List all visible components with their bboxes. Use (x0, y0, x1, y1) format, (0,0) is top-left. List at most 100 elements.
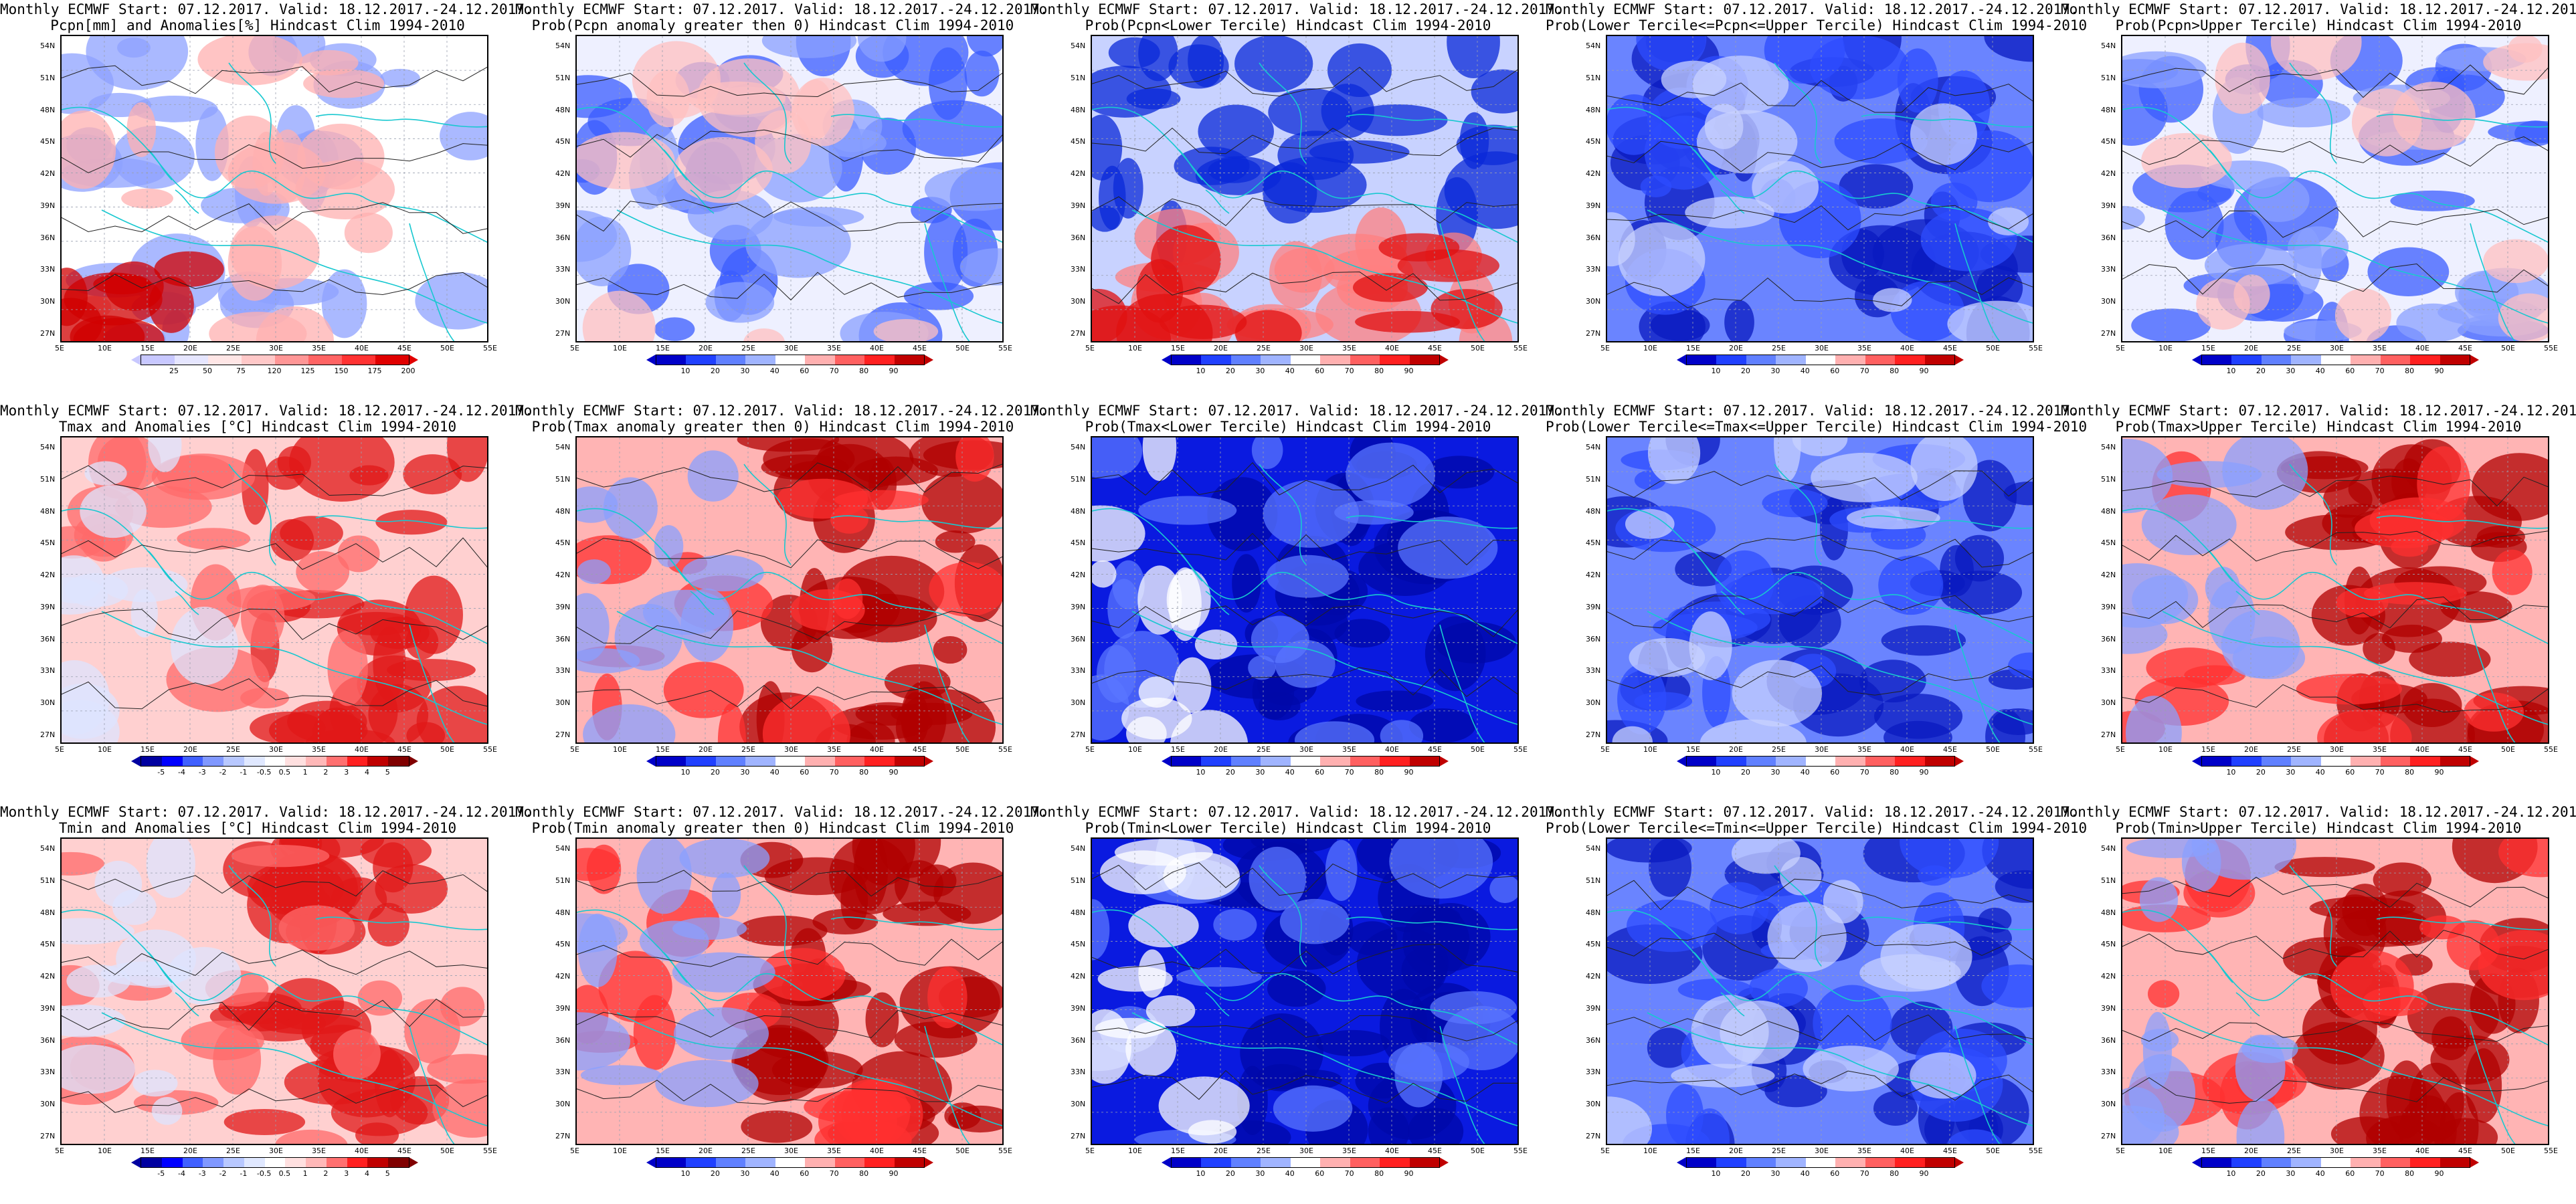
coastline (148, 149, 199, 214)
longitude-label: 55E (483, 745, 497, 754)
colorbar-tick-label: 40 (1285, 1169, 1295, 1178)
colorbar-tick-label: -2 (219, 1169, 227, 1178)
contour-line (62, 537, 487, 570)
coastline (1861, 916, 2033, 930)
field-patch (1279, 898, 1350, 944)
latitude-label: 48N (1586, 908, 1601, 917)
colorbar-segment (1716, 355, 1746, 365)
field-patch (2446, 920, 2500, 971)
colorbar-segment (375, 355, 409, 365)
colorbar-tick-label: 60 (1830, 367, 1840, 375)
colorbar-ticks: 10 20 30 40 60 70 80 90 (1686, 768, 1954, 777)
coastline (1178, 149, 1230, 214)
longitude-label: 25E (1257, 745, 1271, 754)
colorbar-tick-label: 10 (1711, 367, 1721, 375)
colorbar-segment (264, 1158, 286, 1167)
colorbar-segment (864, 1158, 895, 1167)
field-patch (2196, 278, 2250, 330)
latitude-label: 27N (555, 329, 571, 338)
colorbar-segment (1230, 757, 1261, 766)
colorbar-tick-label: 10 (1711, 768, 1721, 777)
field-patch (1267, 970, 1326, 1007)
field-patch (1900, 839, 1999, 878)
field-patch (857, 36, 907, 62)
latitude-label: 39N (2101, 1003, 2116, 1013)
coastline (577, 106, 1002, 243)
field-patch (1803, 1045, 1899, 1092)
field-patch (2132, 575, 2199, 625)
field-patch (1092, 305, 1172, 341)
contour-line (577, 870, 1002, 897)
contour-line (577, 272, 1002, 301)
field-patch (84, 461, 127, 486)
field-patch (62, 851, 104, 876)
latitude-label: 39N (1586, 1003, 1601, 1013)
longitude-label: 50E (955, 344, 970, 353)
colorbar-segment (2351, 1158, 2381, 1167)
field-patch (674, 137, 773, 203)
colorbar-tick-label: 0.5 (278, 1169, 291, 1178)
longitude-label: 40E (870, 745, 884, 754)
colorbar-segment (834, 1158, 865, 1167)
field-patch (1749, 969, 1808, 1008)
colorbar-arrow-left (2192, 1157, 2201, 1168)
field-patch (2274, 857, 2375, 878)
field-patch (1685, 196, 1774, 229)
field-patch (151, 1096, 183, 1125)
colorbar (1171, 1157, 1440, 1168)
colorbar-tick-label: 1 (302, 1169, 308, 1178)
map-panel: Monthly ECMWF Start: 07.12.2017. Valid: … (515, 803, 1048, 1204)
colorbar-segment (388, 757, 409, 766)
longitude-label: 10E (1643, 344, 1657, 353)
contour-line (1607, 1014, 2033, 1041)
coastline (1346, 515, 1517, 529)
coastline (1259, 464, 1307, 565)
colorbar-segment (2202, 355, 2232, 365)
latitude-label: 51N (40, 474, 56, 484)
colorbar-tick-label: 10 (680, 367, 691, 375)
colorbar-segment (864, 757, 895, 766)
coastline (148, 952, 199, 1017)
field-patch (1859, 660, 1926, 703)
field-patch (895, 689, 996, 742)
colorbar-segment (2440, 1158, 2470, 1167)
colorbar-segment (805, 355, 835, 365)
field-patch (687, 189, 773, 241)
colorbar-tick-label: 90 (1404, 768, 1414, 777)
field-patch (327, 630, 368, 706)
field-patch (299, 49, 359, 76)
map-panel: Monthly ECMWF Start: 07.12.2017. Valid: … (2061, 401, 2576, 803)
longitude-label: 55E (2029, 344, 2043, 353)
colorbar-tick-label: 90 (1404, 1169, 1414, 1178)
colorbar-tick-label: 20 (1225, 768, 1235, 777)
longitude-label: 55E (483, 344, 497, 353)
field-patch (655, 1060, 759, 1108)
longitude-label: 10E (2158, 745, 2173, 754)
latitude-label: 42N (1071, 571, 1086, 580)
panel-title-line2: Prob(Lower Tercile<=Tmin<=Upper Tercile)… (1546, 820, 2088, 836)
field-patch (743, 328, 785, 341)
field-patch (227, 141, 326, 204)
contour-line (1607, 277, 2033, 308)
field-patch (745, 209, 851, 278)
field-patch (1145, 995, 1196, 1027)
field-patch (1408, 1108, 1464, 1144)
coastline (743, 865, 792, 967)
colorbar-tick-label: 25 (169, 367, 179, 375)
colorbar-segment (2261, 757, 2292, 766)
panel-title-line1: Monthly ECMWF Start: 07.12.2017. Valid: … (0, 403, 533, 419)
contour-line (1092, 1070, 1517, 1104)
colorbar-ticks: 10 20 30 40 60 70 80 90 (1171, 1169, 1439, 1179)
colorbar-tick-label: 1 (302, 768, 308, 777)
colorbar-segment (805, 1158, 835, 1167)
field-patch (1176, 967, 1262, 987)
latitude-label: 54N (555, 41, 571, 50)
longitude-label: 50E (955, 745, 970, 754)
contour-line (2122, 64, 2548, 98)
latitude-label: 48N (40, 105, 56, 114)
latitude-label: 30N (1586, 297, 1601, 306)
coastline (2162, 209, 2548, 324)
colorbar-tick-label: -3 (198, 1169, 206, 1178)
field-patch (1380, 720, 1424, 742)
colorbar (656, 756, 925, 767)
